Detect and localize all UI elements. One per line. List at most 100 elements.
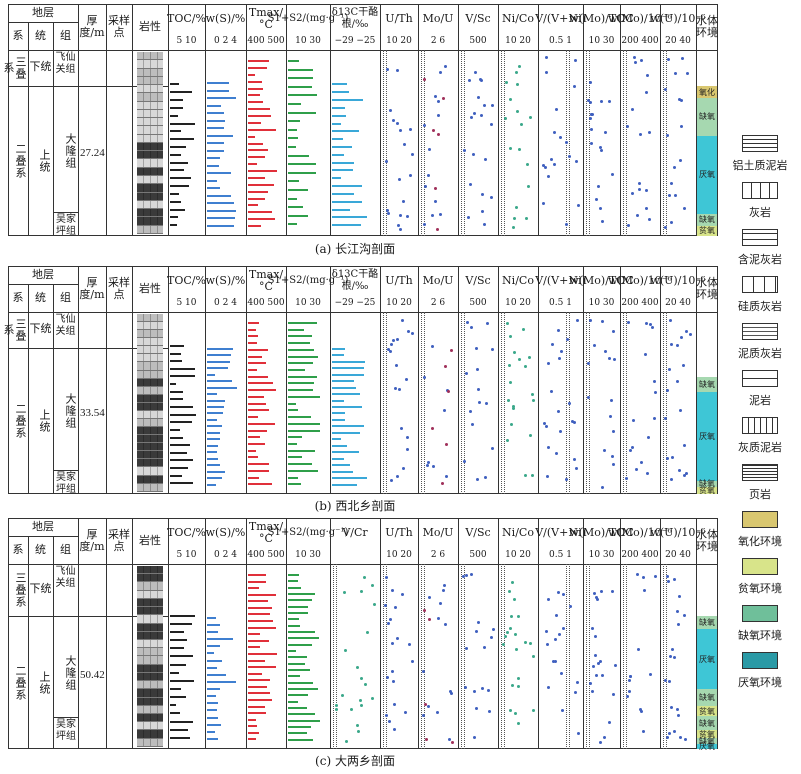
mou-point (433, 186, 437, 190)
ws-bar (207, 477, 222, 480)
vvni-point (566, 337, 570, 341)
tmax-bar (248, 218, 275, 221)
mou-reference-line (421, 564, 422, 749)
legend-label: 页岩 (749, 488, 771, 501)
ws-bar (207, 164, 220, 167)
s1s2-bar (288, 206, 303, 209)
tmax-bar (248, 436, 261, 439)
u-point (671, 647, 675, 651)
tmax-bar (248, 170, 277, 173)
u-point (670, 477, 674, 481)
uth-point (411, 659, 415, 663)
permian-label: 二叠系 (14, 664, 27, 701)
mo-axis-ticks: 200 400 (621, 550, 659, 560)
d13c-bar (332, 114, 346, 117)
nico-point (520, 122, 524, 126)
legend: 铝土质泥岩 灰岩 含泥灰岩 硅质灰岩 泥质灰岩 泥岩 灰质泥岩 页岩 氧化环境 贫氧环境 缺氧环境厌… (722, 135, 798, 699)
tmax-bar (248, 593, 276, 596)
mudstone-icon (742, 370, 778, 387)
vsc-point (474, 70, 478, 74)
nico-point (528, 355, 532, 359)
column-divider (583, 4, 584, 236)
nico-point (518, 357, 522, 361)
motoc-point (600, 148, 604, 152)
column-divider (660, 4, 661, 236)
u-point (672, 165, 676, 169)
mo-point (649, 673, 653, 677)
u-point (679, 335, 683, 339)
mo-reference-line (623, 50, 624, 236)
toc-bar (170, 106, 184, 109)
nico-point (513, 632, 517, 636)
argillaceous-limestone-icon (742, 323, 778, 340)
s1s2-bar (288, 335, 312, 338)
ws-bar (207, 483, 217, 486)
u-point (676, 707, 680, 711)
vsc-reference-line (464, 312, 465, 494)
nico-point (512, 226, 516, 230)
vvni-point (569, 605, 573, 609)
s1s2-bar (288, 422, 320, 425)
ws-bar (207, 224, 234, 227)
column-divider (418, 518, 419, 749)
column-divider (458, 266, 459, 494)
nico-point (505, 438, 509, 442)
vsc-point (464, 573, 468, 577)
uth-header: U/Th (385, 12, 413, 25)
vvni-point (562, 592, 566, 596)
mou-point (425, 737, 429, 741)
uth-point (400, 593, 404, 597)
triassic-boundary (8, 348, 168, 349)
motoc-point (589, 142, 593, 146)
ws-bar (207, 373, 215, 376)
column-divider (132, 4, 133, 236)
uth-point (384, 603, 388, 607)
tmax-bar (248, 463, 269, 466)
uth-point (396, 474, 400, 478)
tmax-bar (248, 626, 277, 629)
vvni-point (576, 203, 580, 207)
siliceous-limestone-icon (742, 276, 778, 293)
water-env-zone: 贫氧 (697, 706, 717, 716)
s1s2-bar (288, 389, 314, 392)
tmax-bar (248, 698, 272, 701)
water-env-zone: 缺氧 (697, 715, 717, 731)
vsc-point (472, 111, 476, 115)
s1s2-bar (288, 713, 315, 716)
u-point (688, 333, 692, 337)
ws-bar (207, 425, 223, 428)
uth-point (405, 377, 409, 381)
toc-bar (170, 728, 189, 731)
vvni-point (572, 421, 576, 425)
ws-bar (207, 172, 231, 175)
series-header: 统 (35, 291, 46, 304)
ws-bar (207, 194, 232, 197)
mou-point (426, 463, 429, 467)
sample-header: 采样点 (108, 528, 130, 553)
mou-point (437, 133, 441, 137)
vvni-point (546, 598, 550, 602)
column-divider (132, 266, 133, 494)
ws-bar (207, 149, 224, 152)
mou-point (437, 113, 441, 117)
legend-item: 硅质灰岩 (722, 276, 798, 323)
uth-header: U/Th (385, 274, 413, 287)
mo-point (644, 353, 648, 357)
ws-bar (207, 659, 222, 662)
dalong-label: 大隆组 (64, 133, 77, 169)
nico-point (529, 641, 533, 645)
u-point (664, 679, 668, 683)
vsc-point (468, 79, 472, 83)
d13c-header: δ13C干酪根/‰ (331, 269, 379, 292)
nico-point (526, 162, 530, 166)
ws-bar (207, 202, 234, 205)
d13c-bar (332, 477, 367, 480)
toc-bar (170, 712, 180, 715)
uth-point (393, 386, 397, 390)
vvni-point (572, 457, 576, 461)
column-divider (330, 4, 331, 236)
feixianguan-label: 飞仙关组 (55, 314, 76, 337)
uth-point (392, 680, 396, 684)
u-point (665, 735, 669, 739)
tmax-bar (248, 204, 258, 207)
